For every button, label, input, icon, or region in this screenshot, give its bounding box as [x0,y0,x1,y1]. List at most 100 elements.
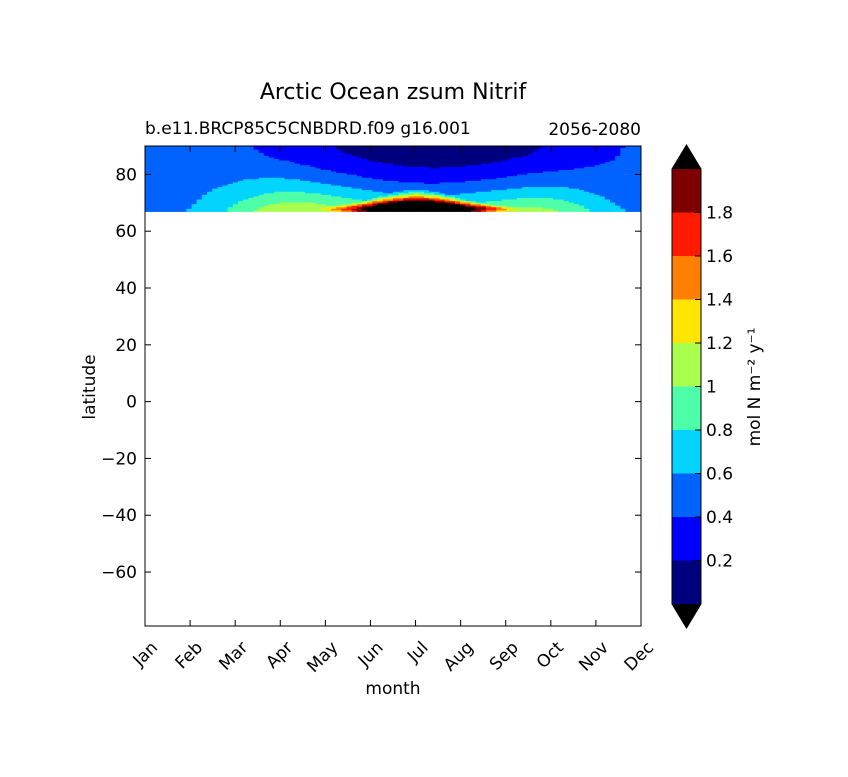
contour-cell [186,195,193,198]
contour-cell [553,208,559,211]
contour-cell [579,161,585,164]
contour-cell [160,201,167,205]
contour-cell [238,161,244,164]
contour-cell [331,164,337,167]
contour-cell [253,189,260,192]
contour-cell [522,178,528,181]
contour-cell [558,208,565,211]
contour-cell [150,186,156,189]
contour-cell [506,146,513,149]
contour-cell [336,198,342,202]
contour-cell [429,166,435,169]
contour-cell [170,167,177,170]
contour-cell [439,203,446,206]
contour-cell [232,177,239,180]
contour-cell [625,149,632,152]
colorbar-tick-label: 0.4 [706,508,733,528]
contour-cell [227,189,234,192]
contour-cell [620,181,627,184]
contour-cell [579,180,585,183]
contour-cell [480,206,487,209]
contour-cell [418,201,425,205]
contour-cell [300,177,306,180]
contour-cell [444,167,451,170]
contour-cell [393,174,399,177]
contour-cell [372,208,379,211]
contour-cell [279,178,286,181]
contour-cell [594,201,601,205]
contour-cell [336,172,342,175]
contour-cell [460,146,466,149]
contour-cell [573,156,580,160]
contour-cell [455,192,461,195]
contour-cell [351,163,358,166]
contour-cell [387,205,394,208]
contour-cell [279,160,286,163]
contour-cell [274,194,280,197]
contour-cell [346,146,353,149]
contour-cell [325,175,332,178]
contour-cell [455,194,461,197]
contour-cell [341,205,348,208]
contour-cell [160,169,167,172]
contour-cell [408,198,415,202]
contour-cell [248,181,255,184]
contour-cell [568,208,575,211]
contour-cell [548,170,554,174]
contour-cell [212,194,218,197]
contour-cell [387,153,394,156]
contour-cell [553,163,559,166]
contour-cell [253,194,260,197]
contour-cell [568,187,575,191]
contour-cell [289,189,296,192]
contour-cell [522,153,528,156]
contour-cell [279,156,286,160]
contour-cell [517,184,523,188]
contour-cell [532,172,539,175]
contour-cell [310,184,317,188]
contour-cell [620,164,627,167]
contour-cell [331,167,337,170]
contour-cell [320,197,327,200]
contour-cell [527,191,534,194]
contour-cell [258,186,265,189]
contour-cell [630,197,637,200]
contour-cell [263,161,270,164]
contour-cell [620,203,627,206]
contour-cell [568,167,575,170]
contour-cell [145,181,151,184]
contour-cell [465,184,472,188]
contour-cell [594,187,601,191]
contour-cell [320,209,327,212]
contour-cell [222,155,229,158]
contour-cell [336,155,342,158]
contour-cell [145,195,151,198]
contour-cell [305,164,311,167]
contour-cell [470,177,477,180]
contour-cell [160,178,167,181]
contour-cell [625,183,632,186]
contour-cell [279,163,286,166]
contour-cell [630,169,637,172]
contour-cell [387,209,394,212]
contour-cell [491,192,497,195]
contour-cell [315,153,322,156]
contour-cell [294,205,301,208]
contour-cell [170,201,177,205]
contour-cell [553,201,559,205]
contour-cell [449,201,456,205]
contour-cell [238,186,244,189]
contour-cell [227,209,234,212]
contour-cell [480,163,487,166]
contour-cell [176,152,182,155]
contour-cell [589,146,596,149]
contour-cell [610,177,616,180]
contour-cell [584,206,590,209]
contour-cell [382,166,389,169]
contour-cell [160,205,167,208]
contour-cell [579,200,585,203]
contour-cell [501,172,508,175]
contour-cell [362,146,368,149]
contour-cell [573,184,580,188]
contour-cell [558,201,565,205]
